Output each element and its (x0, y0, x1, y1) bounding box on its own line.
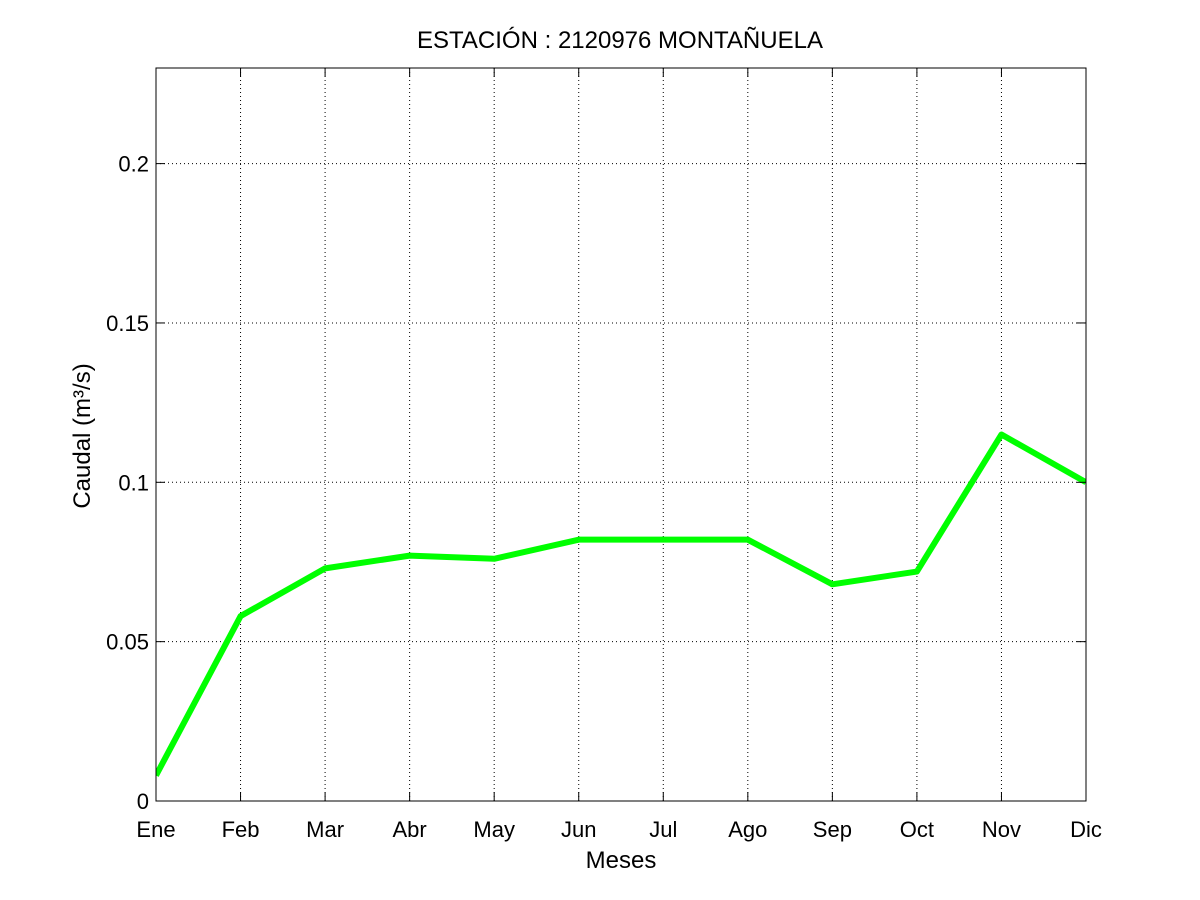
x-axis-label: Meses (586, 847, 657, 874)
y-tick-label: 0 (137, 789, 149, 814)
x-tick-label: Mar (306, 817, 344, 842)
x-tick-label: Ene (136, 817, 175, 842)
y-tick-label: 0.2 (118, 152, 149, 177)
x-tick-label: Oct (900, 817, 934, 842)
x-tick-label: May (473, 817, 515, 842)
y-tick-label: 0.1 (118, 470, 149, 495)
y-axis-label: Caudal (m³/s) (69, 363, 96, 508)
x-tick-label: Feb (222, 817, 260, 842)
x-tick-label: Jun (561, 817, 596, 842)
plot-area (156, 68, 1086, 801)
x-tick-label: Jul (649, 817, 677, 842)
x-tick-label: Sep (813, 817, 852, 842)
ticks: Ene Feb Mar Abr May Jun Jul Ago Sep Oct Nov Dic 0 0.0… (106, 68, 1102, 842)
x-tick-label: Nov (982, 817, 1021, 842)
plot-frame (155, 67, 1087, 802)
series-layer (156, 431, 1086, 777)
grid (156, 68, 1086, 801)
chart-title: ESTACIÓN : 2120976 MONTAÑUELA (417, 27, 823, 54)
y-tick-label: 0.15 (106, 311, 149, 336)
series-line (156, 431, 1086, 777)
x-tick-label: Ago (728, 817, 767, 842)
x-tick-label: Dic (1070, 817, 1102, 842)
x-tick-label: Abr (393, 817, 427, 842)
y-tick-label: 0.05 (106, 630, 149, 655)
